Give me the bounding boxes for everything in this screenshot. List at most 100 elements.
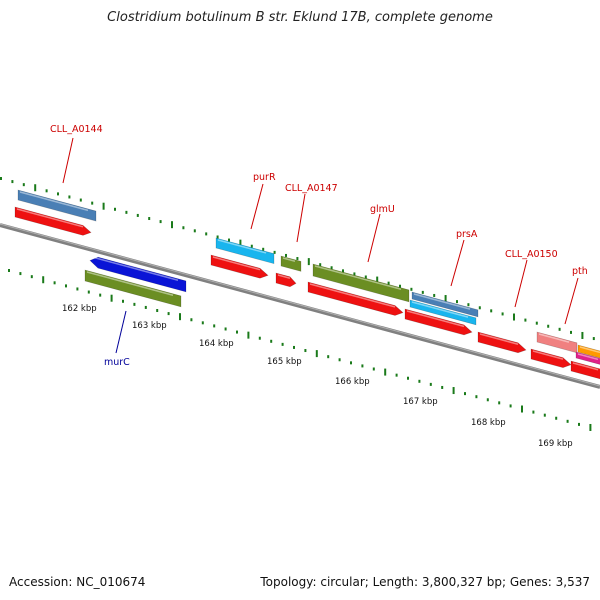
gene-murc-blue-highlight: [91, 256, 179, 281]
upper-tick: [467, 303, 470, 307]
upper-tick: [353, 272, 356, 276]
gene-purr-cds: [210, 254, 269, 279]
upper-tick: [490, 309, 493, 313]
upper-tick: [330, 266, 333, 270]
upper-tick: [125, 210, 128, 214]
gene-cll-a0144-bar: [17, 189, 97, 222]
leader-line-cll-a0150: [514, 259, 528, 308]
lower-tick: [429, 382, 432, 386]
lower-tick: [110, 294, 113, 302]
lower-tick: [509, 404, 512, 408]
leader-line-cll-a0144: [62, 137, 74, 184]
leader-line-cll-a0147: [296, 193, 306, 243]
upper-tick: [182, 226, 185, 230]
gene-label-cll-a0144: CLL_A0144: [50, 124, 103, 135]
gene-label-prsa: prsA: [456, 229, 478, 240]
lower-tick: [578, 422, 580, 426]
upper-tick: [524, 318, 527, 322]
gene-label-pth: pth: [572, 266, 588, 277]
gene-cll-a0144-bar-highlight: [19, 191, 89, 212]
gene-cll-a0144-cds: [14, 206, 92, 236]
lower-tick: [87, 290, 90, 294]
lower-tick: [65, 284, 67, 288]
lower-tick: [190, 318, 193, 322]
upper-tick: [410, 287, 413, 291]
upper-tick: [0, 177, 2, 180]
gene-glmu-bar: [312, 263, 410, 303]
gene-extra-magenta-highlight: [577, 353, 599, 361]
lower-tick: [53, 281, 56, 285]
lower-tick: [270, 339, 273, 343]
leader-line-murc: [115, 310, 127, 354]
upper-tick: [91, 201, 94, 205]
lower-tick: [498, 401, 501, 405]
lower-tick: [566, 419, 569, 423]
lower-tick: [201, 321, 204, 325]
upper-tick: [102, 202, 105, 210]
upper-tick: [444, 295, 447, 303]
upper-tick: [11, 180, 14, 184]
kbp-label-164: 164 kbp: [199, 339, 234, 349]
gene-glmu-bar-highlight: [314, 265, 402, 290]
upper-tick: [456, 300, 458, 304]
lower-tick: [258, 336, 261, 340]
gene-label-glmu: glmU: [370, 204, 395, 215]
gene-label-murc: murC: [104, 357, 130, 368]
kbp-label-163: 163 kbp: [132, 321, 167, 331]
lower-tick: [179, 313, 181, 321]
upper-tick: [421, 290, 424, 294]
lower-tick: [167, 312, 170, 316]
lower-tick: [372, 367, 375, 371]
upper-tick: [558, 327, 561, 331]
lower-tick: [452, 387, 455, 395]
gene-cll-a0147-cds: [275, 272, 297, 288]
lower-tick: [543, 413, 546, 417]
gene-prsa-bar: [411, 291, 479, 318]
upper-tick: [513, 313, 515, 321]
upper-tick: [262, 247, 265, 251]
upper-tick: [376, 276, 379, 284]
genome-backbone-highlight: [0, 223, 600, 387]
lower-tick: [213, 324, 216, 328]
leader-line-prsa: [450, 239, 465, 287]
upper-tick: [79, 198, 82, 202]
gene-pth-cds-highlight: [532, 350, 564, 360]
lower-tick: [247, 331, 250, 339]
lower-tick: [486, 398, 489, 402]
upper-tick: [592, 337, 595, 341]
upper-tick: [478, 306, 481, 310]
gene-prsa-bar-highlight: [413, 293, 471, 310]
upper-tick: [581, 331, 584, 339]
gene-prsa-cds: [404, 308, 473, 336]
upper-tick: [45, 189, 48, 193]
gene-cll-a0147-cds-highlight: [277, 274, 291, 279]
upper-tick: [296, 257, 299, 261]
kbp-label-169: 169 kbp: [538, 439, 573, 449]
map-title: Clostridium botulinum B str. Eklund 17B,…: [107, 10, 493, 25]
upper-tick: [273, 250, 276, 254]
lower-tick: [42, 276, 45, 284]
gene-cll-a0147-bar: [280, 255, 302, 272]
upper-tick: [34, 184, 37, 192]
gene-extra-orange: [577, 344, 600, 359]
upper-tick: [148, 217, 151, 221]
lower-tick: [532, 410, 535, 414]
kbp-label-167: 167 kbp: [403, 397, 438, 407]
kbp-label-162: 162 kbp: [62, 304, 97, 314]
gene-label-cll-a0150: CLL_A0150: [505, 249, 558, 260]
kbp-label-166: 166 kbp: [335, 377, 370, 387]
lower-tick: [589, 423, 592, 431]
gene-cll-a0147-bar-highlight: [282, 257, 296, 262]
gene-extra-red-highlight: [572, 362, 599, 371]
lower-tick: [144, 305, 147, 309]
lower-tick: [327, 355, 330, 359]
lower-tick: [156, 309, 159, 313]
upper-tick: [387, 281, 390, 285]
lower-tick: [441, 385, 444, 389]
lower-tick: [338, 358, 341, 362]
lower-tick: [281, 342, 284, 346]
lower-tick: [236, 330, 238, 334]
upper-tick: [307, 258, 310, 266]
gene-purr-cds-highlight: [212, 256, 261, 271]
